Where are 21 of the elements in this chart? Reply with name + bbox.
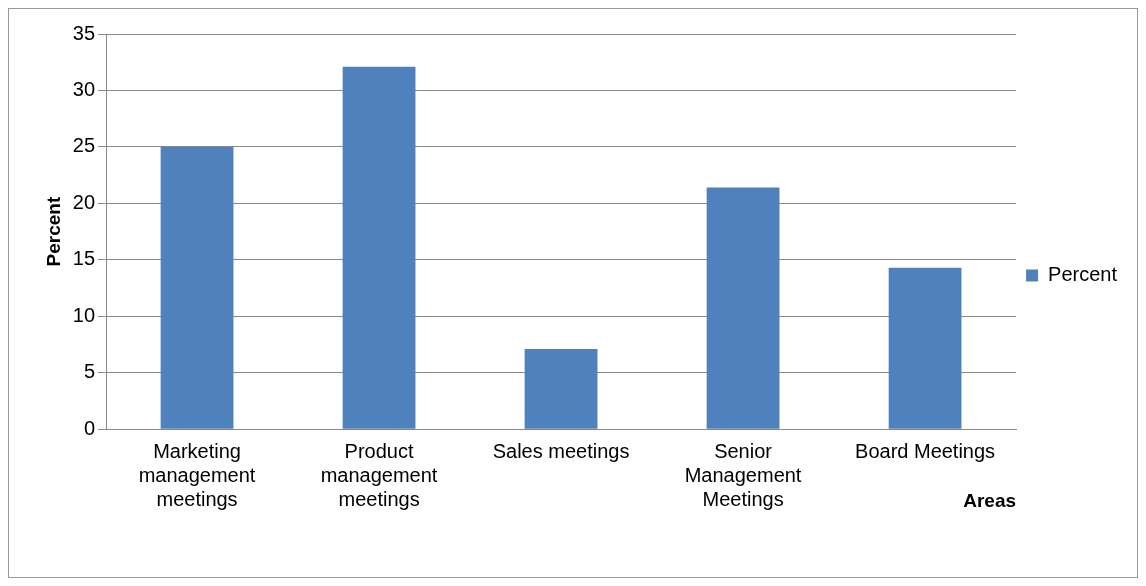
bar bbox=[888, 267, 962, 429]
bar bbox=[706, 187, 780, 429]
x-tick-label: Senior Management Meetings bbox=[684, 439, 802, 510]
y-tick-label: 0 bbox=[83, 416, 96, 439]
y-tick-label: 15 bbox=[72, 247, 96, 270]
y-tick-label: 30 bbox=[72, 77, 96, 100]
legend-label: Percent bbox=[1048, 263, 1118, 286]
bar bbox=[524, 349, 598, 429]
bar bbox=[342, 66, 416, 429]
x-tick-label: Product management meetings bbox=[320, 439, 438, 510]
x-tick-label: Board Meetings bbox=[855, 439, 996, 462]
x-tick-label: Marketing management meetings bbox=[138, 439, 256, 510]
y-tick-label: 10 bbox=[72, 303, 96, 326]
x-axis-title: Areas bbox=[963, 489, 1017, 511]
y-axis-title: Percent bbox=[42, 196, 64, 267]
y-tick-label: 5 bbox=[83, 360, 96, 383]
y-tick-label: 35 bbox=[72, 21, 96, 44]
x-tick-label: Sales meetings bbox=[492, 439, 630, 462]
bar bbox=[160, 146, 234, 429]
y-tick-label: 20 bbox=[72, 190, 96, 213]
y-tick-label: 25 bbox=[72, 134, 96, 157]
